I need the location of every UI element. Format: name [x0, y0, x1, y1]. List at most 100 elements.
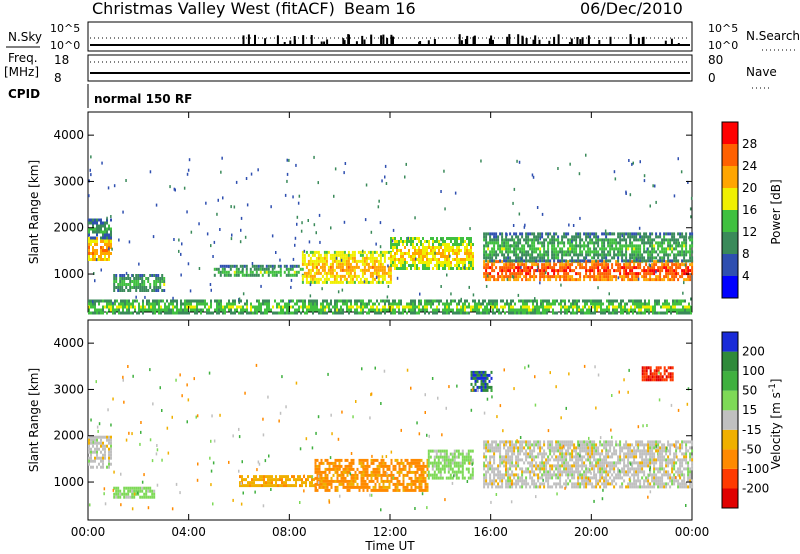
power-cell	[523, 244, 526, 248]
velocity-cell	[471, 458, 474, 462]
power-scatter-cell	[486, 274, 489, 278]
power-cell	[444, 240, 446, 243]
velocity-cell	[485, 443, 488, 447]
power-cell	[555, 250, 558, 254]
power-cell	[226, 305, 228, 309]
velocity-cell	[390, 461, 393, 465]
velocity-cell	[273, 478, 275, 482]
power-cell	[621, 266, 624, 270]
power-cell	[529, 253, 532, 257]
power-cell	[204, 302, 206, 306]
power-cell	[331, 274, 334, 278]
power-cell	[192, 308, 194, 312]
power-cell	[529, 266, 532, 270]
power-cell	[307, 274, 310, 278]
power-cell	[685, 235, 688, 239]
power-cell	[531, 232, 534, 236]
velocity-cell	[439, 461, 442, 465]
power-cell	[597, 238, 600, 242]
power-cell	[122, 311, 124, 315]
velocity-cell	[445, 452, 448, 456]
power-scatter-cell	[174, 188, 176, 192]
power-cell	[689, 238, 692, 242]
power-cell	[152, 308, 154, 312]
nave-tick-top: 80	[708, 53, 723, 67]
power-cell	[325, 256, 328, 260]
power-scatter-cell	[690, 297, 692, 301]
power-scatter-cell	[506, 233, 508, 237]
power-cell	[146, 299, 148, 303]
power-cell	[387, 280, 390, 284]
power-cell	[622, 308, 624, 312]
velocity-cell	[253, 484, 255, 488]
power-cell	[578, 305, 580, 309]
power-cell	[90, 218, 92, 222]
velocity-cell	[332, 473, 335, 477]
power-cell	[92, 236, 94, 240]
velocity-cell	[400, 461, 403, 465]
velocity-cell	[505, 479, 508, 483]
power-cell	[574, 302, 576, 306]
power-cell	[448, 246, 450, 249]
velocity-cell	[461, 449, 464, 453]
power-cell	[456, 240, 458, 243]
power-cell	[137, 283, 140, 286]
velocity-cell	[340, 470, 343, 474]
power-cell	[643, 275, 646, 279]
power-cell	[308, 299, 310, 303]
velocity-cell	[239, 475, 241, 479]
power-cell	[373, 256, 376, 260]
velocity-cell	[509, 443, 512, 447]
power-cell	[96, 243, 98, 246]
power-cell	[208, 311, 210, 315]
power-cell	[359, 250, 362, 254]
velocity-cell	[495, 446, 498, 450]
power-cell	[367, 268, 370, 272]
power-cell	[493, 275, 496, 279]
power-cell	[460, 305, 462, 309]
power-cell	[412, 305, 414, 309]
velocity-cell	[493, 470, 496, 474]
velocity-cell	[467, 458, 470, 462]
power-cell	[675, 253, 678, 257]
power-cell	[605, 232, 608, 236]
power-cell	[689, 232, 692, 236]
velocity-cell	[370, 473, 373, 477]
power-cell	[108, 224, 110, 228]
power-cell	[375, 259, 378, 263]
velocity-cell	[143, 486, 146, 490]
power-cell	[594, 308, 596, 312]
velocity-cell	[141, 489, 144, 493]
velocity-cell	[129, 495, 132, 499]
power-cell	[517, 247, 520, 251]
velocity-cell	[348, 482, 351, 486]
power-cell	[130, 311, 132, 315]
power-cell	[557, 269, 560, 273]
velocity-cell	[366, 458, 369, 462]
velocity-cell	[110, 438, 112, 442]
power-cell	[635, 235, 638, 239]
velocity-cell	[372, 467, 375, 471]
power-cell	[458, 302, 460, 306]
velocity-cell	[145, 489, 148, 493]
power-cell	[448, 237, 450, 240]
velocity-cell	[461, 470, 464, 474]
power-cell	[414, 246, 416, 249]
velocity-cell	[489, 446, 492, 450]
power-cell	[647, 278, 650, 282]
velocity-cell	[305, 481, 307, 485]
power-cell	[418, 305, 420, 309]
velocity-cell	[388, 485, 391, 489]
power-cell	[633, 247, 636, 251]
power-scatter-cell	[415, 257, 417, 261]
power-cell	[334, 311, 336, 315]
power-cell	[246, 311, 248, 315]
power-cell	[324, 308, 326, 312]
power-cell	[531, 244, 534, 248]
power-cell	[376, 311, 378, 315]
velocity-cell	[435, 461, 438, 465]
power-cell	[295, 270, 298, 274]
power-cell	[533, 269, 536, 273]
power-cell	[661, 278, 664, 282]
velocity-cell	[390, 476, 393, 480]
